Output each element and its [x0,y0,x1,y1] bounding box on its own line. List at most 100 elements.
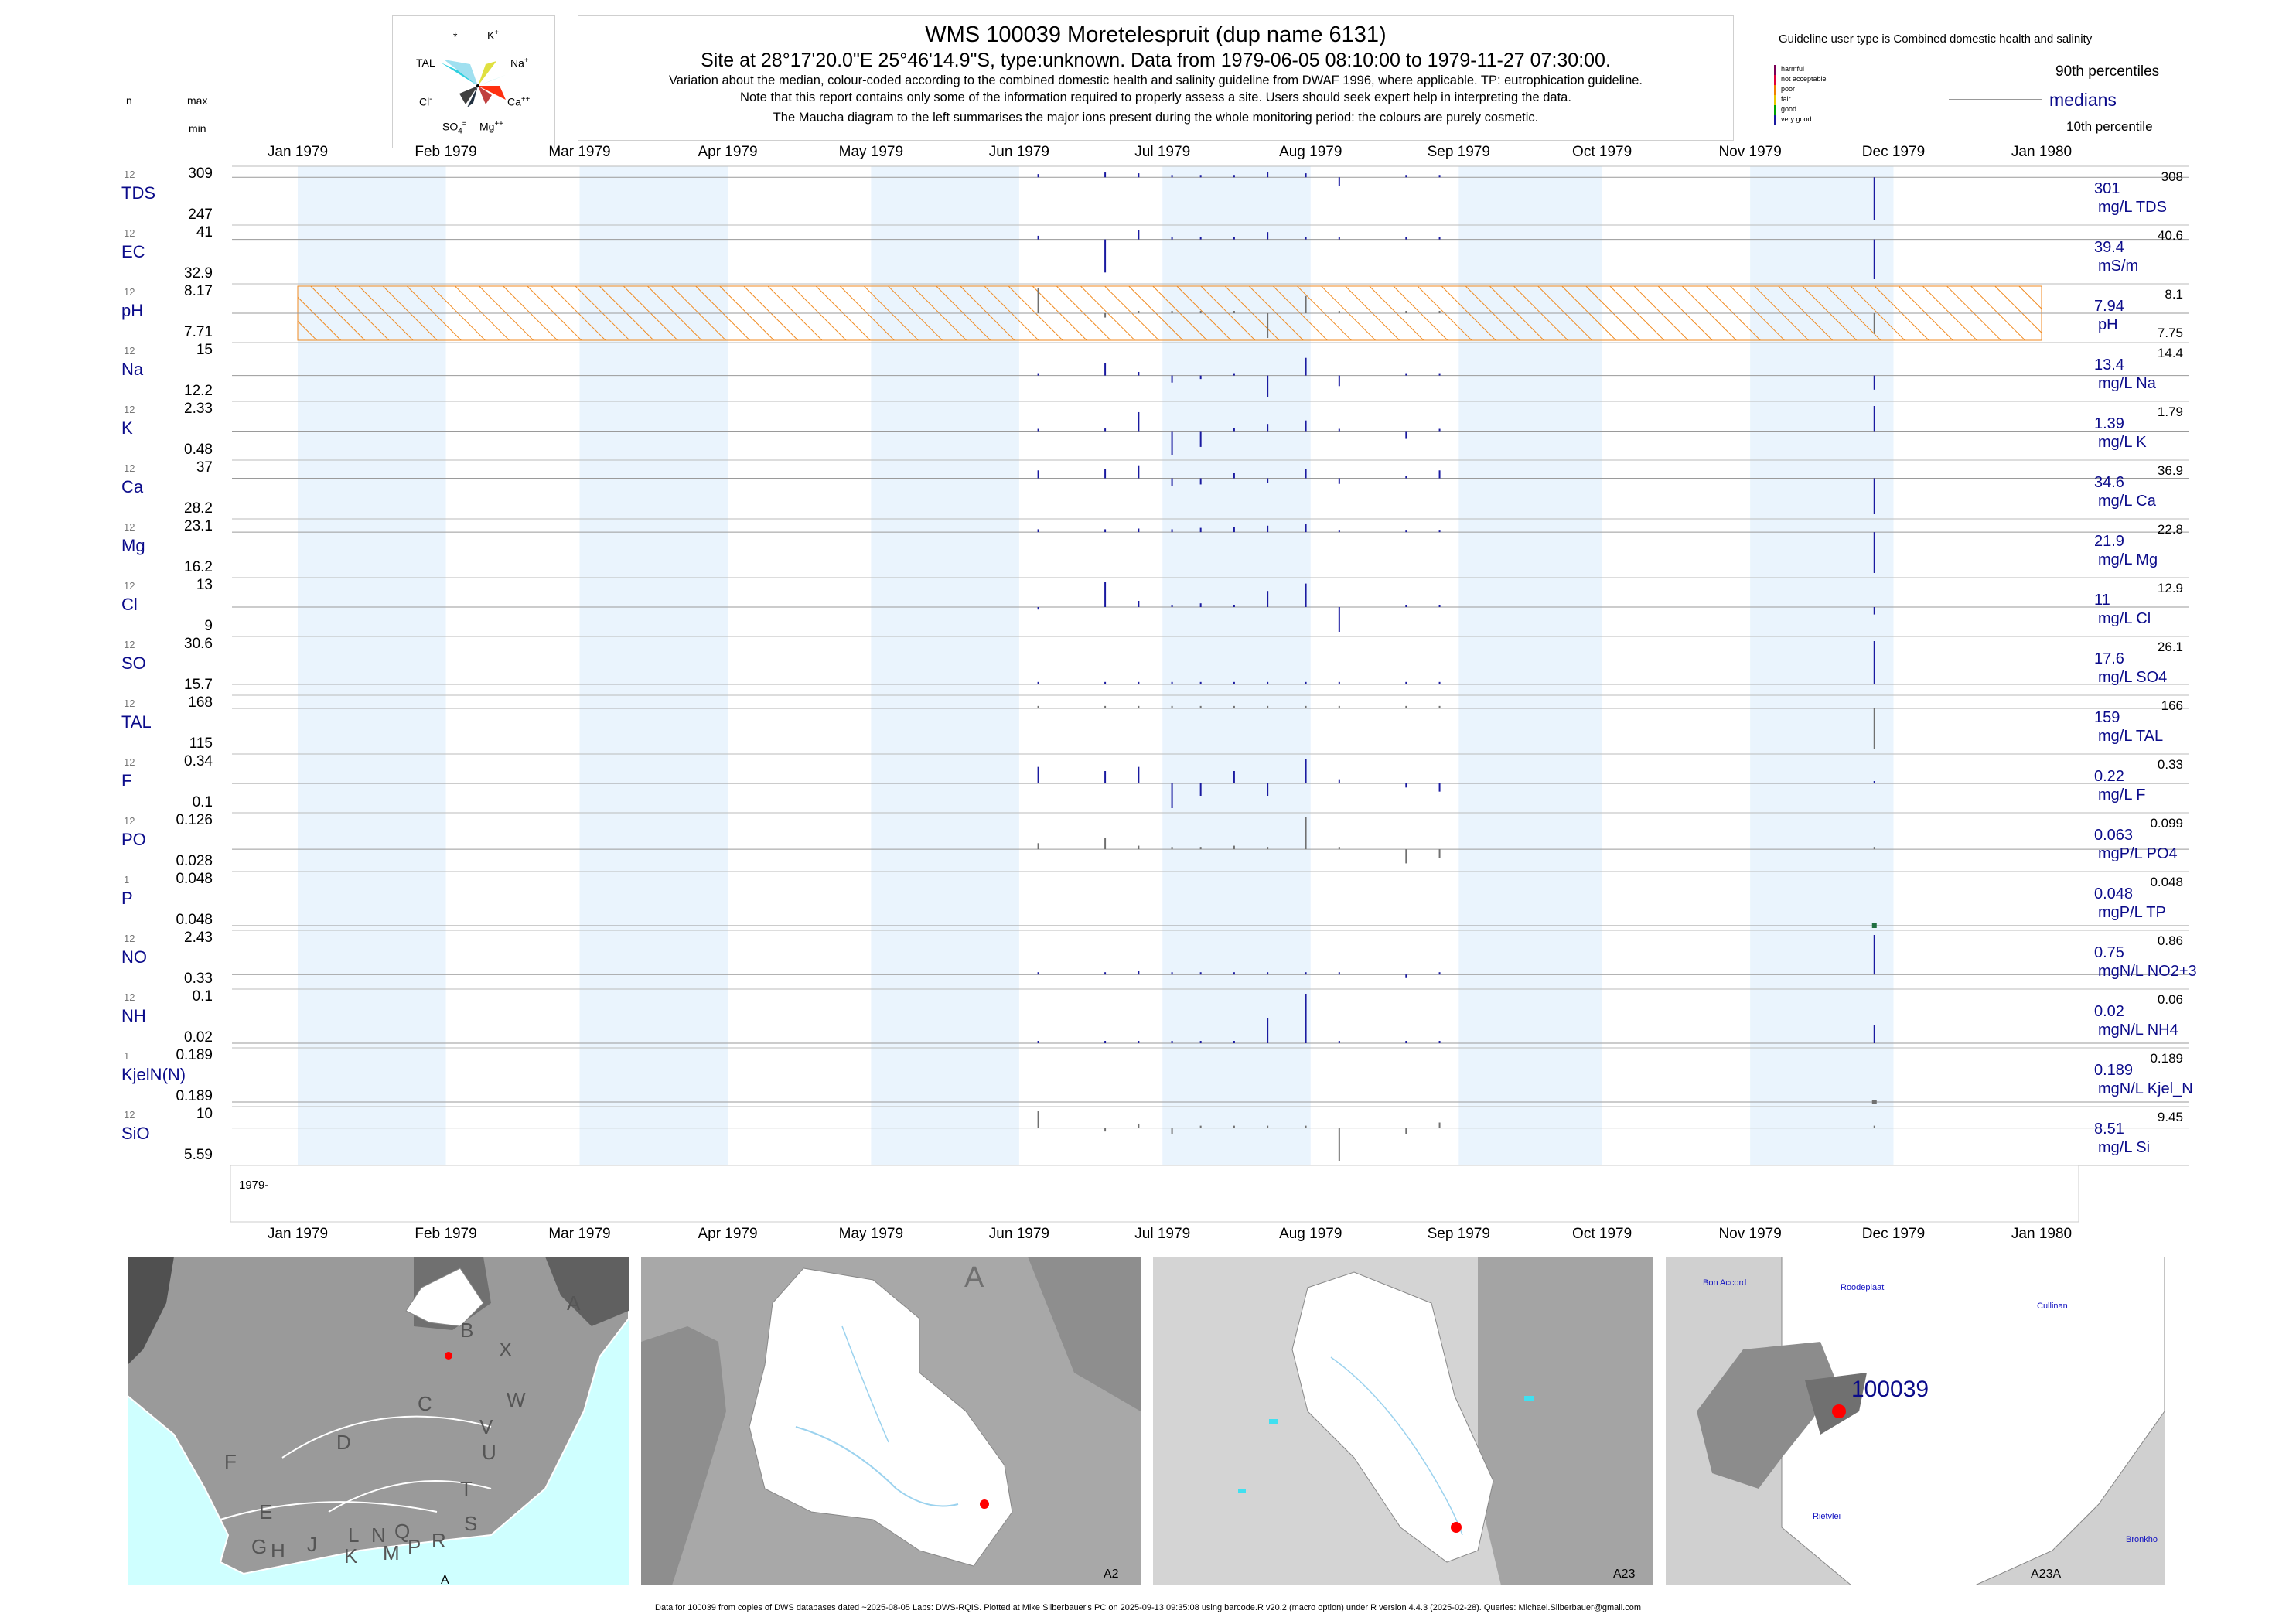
panel-n: 12 [124,169,135,180]
page-title: WMS 100039 Moretelespruit (dup name 6131… [925,22,1387,47]
panel-label: Ca [121,477,144,496]
panel-max: 30.6 [184,636,213,652]
panel-label: EC [121,242,145,261]
title-box: WMS 100039 Moretelespruit (dup name 6131… [578,15,1734,141]
panel-min: 15.7 [184,677,213,693]
map-region-letter: G [251,1535,268,1558]
panel-n: 12 [124,227,135,239]
panel-label: Na [121,360,144,379]
panel-min: 5.59 [184,1147,213,1163]
bottom-axis [230,1165,2079,1223]
maucha-diagram: * K+ TAL Na+ Cl- Ca++ SO4= Mg++ [392,15,555,148]
legend-class-swatch [1774,105,1776,115]
panel-label: TDS [121,183,155,203]
legend-p90: 90th percentiles [2055,63,2160,80]
legend-class-item: fair [1774,95,1791,105]
map-region-letter: R [432,1529,446,1552]
panel-median: 0.02 [2094,1003,2124,1020]
map-region-letter: W [507,1388,526,1411]
place-bronkho: Bronkho [2126,1535,2158,1544]
map-a23a-caption: A23A [2031,1568,2062,1581]
panel-min: 247 [188,206,213,223]
month-label-bottom: Jan 1979 [267,1226,329,1242]
panel-label: K [121,418,133,438]
panel-p90: 26.1 [2157,640,2183,654]
month-label-top: Aug 1979 [1279,144,1342,160]
footer-credit: Data for 100039 from copies of DWS datab… [655,1603,1641,1612]
panel-min: 12.2 [184,383,213,399]
month-label-bottom: Jan 1980 [2011,1226,2073,1242]
panel-max: 0.1 [192,988,213,1005]
panel-unit: mgP/L PO4 [2098,845,2178,862]
map-a23a-svg [1697,1256,2165,1586]
panel-unit: mg/L Mg [2098,551,2158,568]
panel-n: 12 [124,815,135,827]
maucha-na-text: Na [510,56,524,70]
panel-median: 11 [2094,592,2110,609]
panel-unit: pH [2098,316,2118,333]
maucha-so4-text: SO [442,120,459,133]
site-description: Site at 28°17'20.0"E 25°46'14.9"S, type:… [701,49,1611,71]
map-a2-caption: A2 [1104,1568,1119,1581]
map-a-caption: A [441,1574,449,1587]
panel-label: NO [121,947,147,967]
legend-median-line [1949,99,2042,100]
map-region-letter: K [344,1544,358,1568]
legend-class-label: poor [1781,85,1796,93]
panel-min: 0.189 [176,1088,213,1104]
panel-p90: 166 [2161,698,2183,713]
legend-class-swatch [1774,75,1776,85]
legend-medians: medians [2049,90,2117,110]
panel-min: 0.028 [176,853,213,869]
panel-max: 23.1 [184,518,213,534]
panel-max: 0.34 [184,753,213,769]
panel-n: 12 [124,756,135,768]
panel-min: 16.2 [184,559,213,575]
maucha-na-label: Na+ [510,56,529,70]
maucha-centre [476,84,479,87]
panel-median: 13.4 [2094,357,2124,374]
panel-median: 301 [2094,180,2120,197]
panel-max: 0.126 [176,812,213,828]
panel-max: 2.33 [184,401,213,417]
panel-median: 0.75 [2094,944,2124,961]
panel-n: 12 [124,933,135,944]
month-label-bottom: Nov 1979 [1718,1226,1782,1242]
map-region-letter: E [259,1500,273,1523]
panel-unit: mg/L K [2098,434,2147,451]
map-a23-svg [1238,1257,1653,1585]
map-region-letter: C [418,1392,432,1415]
map-region-letter: F [224,1450,237,1473]
map-region-letter: V [479,1415,493,1438]
panel-n: 12 [124,698,135,709]
panel-label: NH [121,1006,146,1025]
panel-median: 0.189 [2094,1062,2134,1079]
panel-max: 13 [196,577,213,593]
month-label-bottom: Jul 1979 [1134,1226,1191,1242]
month-label-top: Jan 1979 [267,144,329,160]
panel-unit: mgP/L TP [2098,904,2166,921]
place-rietvlei: Rietvlei [1813,1512,1841,1521]
legend-class-item: very good [1774,115,1812,125]
panel-p90: 0.86 [2157,933,2183,948]
panel-label: Cl [121,595,138,614]
panel-p90: 308 [2161,169,2183,184]
month-label-top: Jan 1980 [2011,144,2073,160]
map-region-letter: Q [394,1520,411,1543]
legend-class-item: poor [1774,85,1796,95]
panel-n: 12 [124,521,135,533]
maucha-k-sector [478,75,506,86]
panel-p90: 0.06 [2157,992,2183,1007]
panel-p90: 14.4 [2157,346,2183,360]
panel-p90: 0.33 [2157,757,2183,772]
maucha-so4-label: SO4= [442,120,467,136]
legend-class-label: not acceptable [1781,75,1827,83]
panel-unit: mg/L Si [2098,1139,2151,1156]
panel-label: SiO [121,1124,150,1143]
map-region-letter: J [307,1533,317,1556]
month-label-bottom: Jun 1979 [988,1226,1049,1242]
panel-p90: 40.6 [2157,228,2183,243]
panel-p90: 1.79 [2157,404,2183,419]
panel-median: 0.22 [2094,768,2124,785]
legend-class-label: good [1781,105,1797,113]
